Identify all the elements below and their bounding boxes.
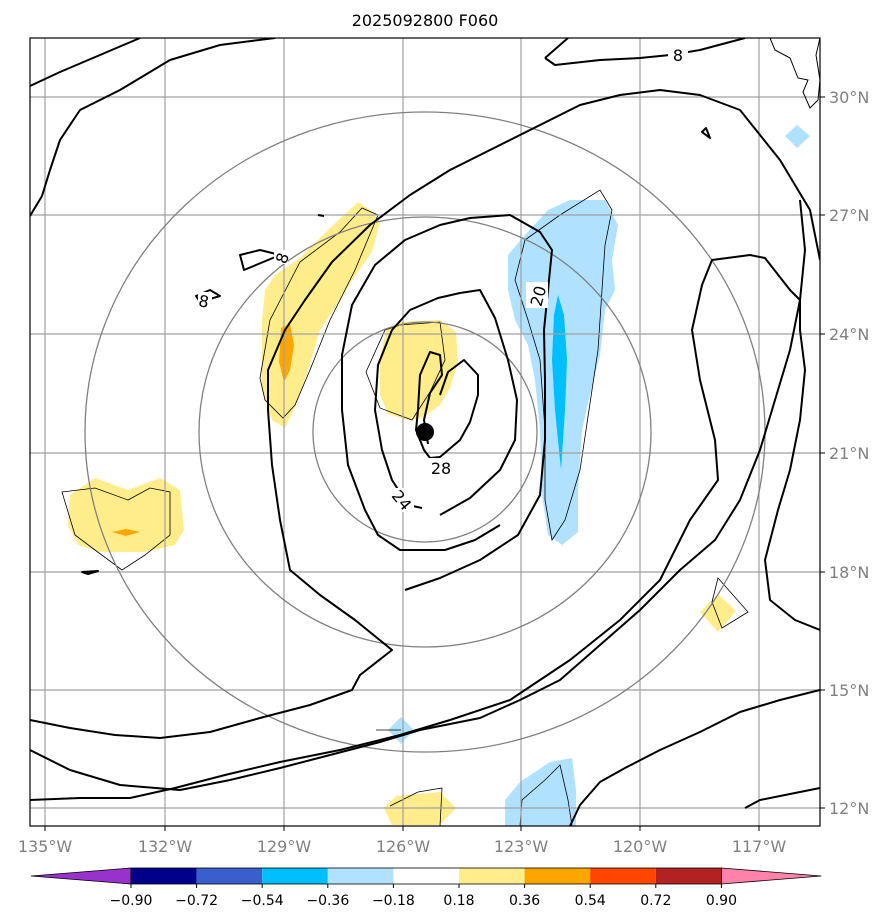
lon-tick-label: 132°W (138, 837, 193, 856)
contour-8d (544, 38, 746, 66)
lon-tick-label: 129°W (257, 837, 312, 856)
negative-shading (388, 717, 414, 744)
negative-shading (505, 758, 576, 826)
colorbar-segment (655, 868, 722, 884)
lon-tick-label: 117°W (732, 837, 787, 856)
colorbar-tick-label: −0.36 (306, 893, 349, 909)
colorbar-extend-low (30, 867, 132, 885)
lat-tick-label: 21°N (829, 444, 869, 463)
thin-contour (711, 577, 749, 629)
strong-positive-shading (112, 529, 140, 536)
map-title: 2025092800 F060 (352, 11, 499, 30)
contour-12 (30, 199, 806, 791)
contour-16 (30, 409, 393, 739)
colorbar-tick-label: 0.36 (509, 893, 540, 909)
lon-tick-label: 135°W (18, 837, 73, 856)
strong-positive-shading (279, 324, 294, 382)
colorbar-segment (393, 868, 459, 884)
contour-8a (30, 254, 820, 801)
thin-contour (519, 764, 573, 826)
colorbar-tick-label: −0.54 (241, 893, 284, 909)
map-area: 8 8 8 20 24 28 (30, 38, 820, 826)
range-ring-2 (198, 216, 652, 648)
contour-label: 20 (527, 284, 551, 309)
thick-contours (30, 38, 820, 826)
lat-tick-label: 12°N (829, 799, 869, 818)
contour-12b (30, 38, 276, 217)
colorbar-segment (459, 868, 525, 884)
contour-8-small-5 (317, 214, 325, 217)
positive-shading (380, 320, 458, 420)
thin-contour (61, 487, 171, 571)
contour-20 (341, 214, 553, 591)
thin-contour (389, 787, 443, 826)
colorbar-tick-label: 0.90 (706, 893, 737, 909)
storm-center-marker (416, 423, 434, 441)
contour-8e (569, 689, 820, 826)
lat-tick-label: 15°N (829, 681, 869, 700)
graticule (30, 38, 820, 826)
positive-shading (262, 202, 380, 428)
colorbar-outline (130, 867, 722, 885)
colorbar-segment (262, 868, 328, 884)
range-ring-1 (312, 321, 538, 543)
colorbar-segment (327, 868, 394, 884)
positive-shading (68, 478, 184, 552)
lat-axis: 30°N 27°N 24°N 21°N 18°N 15°N 12°N (820, 88, 869, 818)
lat-tick-label: 18°N (829, 563, 869, 582)
contour-label: 28 (431, 459, 451, 478)
colorbar-tick-label: −0.18 (372, 893, 415, 909)
contour-16b (267, 89, 820, 410)
contour-8b (30, 38, 141, 87)
contour-8-small-3 (81, 570, 99, 575)
colorbar: −0.90 −0.72 −0.54 −0.36 −0.18 0.18 0.36 0.54 0.7… (30, 867, 822, 909)
contour-24 (374, 289, 518, 516)
thin-contour (259, 207, 379, 419)
lon-axis: 135°W 132°W 129°W 126°W 123°W 120°W 117°… (18, 826, 787, 856)
negative-shading (785, 125, 810, 148)
strong-negative-shading (552, 295, 567, 470)
colorbar-tick-label: 0.18 (443, 893, 474, 909)
contour-8f (744, 787, 820, 809)
contour-label: 8 (673, 46, 683, 65)
colorbar-tick-label: 0.72 (640, 893, 671, 909)
colorbar-tick-label: −0.90 (110, 893, 153, 909)
thin-contour (514, 189, 613, 542)
lon-tick-label: 120°W (613, 837, 668, 856)
colorbar-segment (196, 868, 263, 884)
contour-8-small-4 (701, 127, 711, 139)
lat-tick-label: 30°N (829, 88, 869, 107)
colorbar-extend-high (721, 867, 822, 885)
colorbar-tick-label: 0.54 (575, 893, 606, 909)
map-frame (29, 37, 821, 827)
colorbar-segment (131, 868, 197, 884)
colorbar-tick-label: −0.72 (175, 893, 218, 909)
lon-tick-label: 123°W (494, 837, 549, 856)
coastline (769, 38, 820, 109)
lon-tick-label: 126°W (376, 837, 431, 856)
contour-8c (544, 38, 569, 59)
positive-shading (700, 594, 736, 632)
colorbar-segment (524, 868, 591, 884)
lat-tick-label: 24°N (829, 325, 869, 344)
contour-labels: 8 8 8 20 24 28 (197, 44, 688, 514)
contour-label: 8 (197, 291, 210, 311)
lat-tick-label: 27°N (829, 206, 869, 225)
contour-28 (415, 351, 479, 459)
colorbar-segment (590, 868, 656, 884)
